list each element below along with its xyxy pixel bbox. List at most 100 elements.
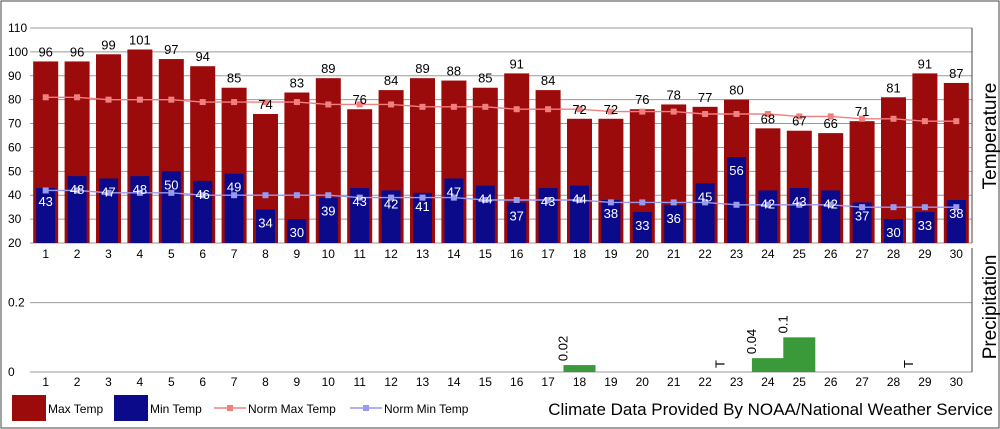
max-temp-label: 97 bbox=[164, 42, 178, 57]
min-temp-label: 34 bbox=[258, 216, 272, 231]
min-temp-label: 43 bbox=[352, 194, 366, 209]
norm-min-temp-point bbox=[827, 201, 834, 208]
temperature-y-tick-label: 30 bbox=[8, 212, 22, 226]
min-temp-label: 44 bbox=[478, 192, 492, 207]
precipitation-y-ticks: 00.2 bbox=[8, 296, 25, 379]
norm-min-temp-point bbox=[953, 204, 960, 211]
temperature-x-tick-label: 29 bbox=[918, 247, 932, 261]
norm-min-temp-point bbox=[859, 204, 866, 211]
min-temp-bar bbox=[821, 190, 841, 243]
norm-min-temp-point bbox=[199, 192, 206, 199]
legend-marker bbox=[363, 405, 369, 411]
legend-label: Norm Min Temp bbox=[384, 402, 469, 416]
legend-item: Norm Max Temp bbox=[214, 402, 336, 416]
temperature-x-ticks: 1 2 3 4 5 6 7 8 9 10 11 12 13 14 15 16 17 18 19 20 21 22 23 24 2… bbox=[42, 247, 963, 261]
max-temp-label: 89 bbox=[321, 61, 335, 76]
precipitation-x-tick-label: 22 bbox=[698, 375, 712, 389]
min-temp-label: 56 bbox=[729, 163, 743, 178]
precipitation-x-tick-label: 24 bbox=[761, 375, 775, 389]
min-temp-label: 49 bbox=[227, 180, 241, 195]
temperature-x-tick-label: 24 bbox=[761, 247, 775, 261]
norm-max-temp-point bbox=[231, 99, 238, 106]
norm-min-temp-point bbox=[513, 197, 520, 203]
norm-max-temp-point bbox=[136, 96, 143, 103]
norm-max-temp-point bbox=[702, 111, 709, 117]
precipitation-x-tick-label: 18 bbox=[573, 375, 587, 389]
precipitation-x-tick-label: 16 bbox=[510, 375, 524, 389]
temperature-y-tick-label: 90 bbox=[8, 69, 22, 83]
max-temp-label: 76 bbox=[352, 92, 366, 107]
norm-min-temp-point bbox=[388, 194, 395, 201]
temperature-y-tick-label: 50 bbox=[8, 164, 22, 178]
legend-item: Min Temp bbox=[114, 395, 202, 421]
min-temp-bar bbox=[758, 190, 778, 243]
temperature-x-tick-label: 19 bbox=[604, 247, 618, 261]
temperature-x-tick-label: 26 bbox=[824, 247, 838, 261]
temperature-y-ticks: 20 30 40 50 60 70 80 90 100 110 bbox=[8, 21, 28, 250]
norm-max-temp-point bbox=[199, 99, 206, 106]
precipitation-bars bbox=[563, 337, 816, 372]
temperature-x-tick-label: 20 bbox=[636, 247, 650, 261]
min-temp-bar bbox=[852, 202, 872, 243]
legend-label: Norm Max Temp bbox=[248, 402, 336, 416]
norm-min-temp-point bbox=[733, 201, 740, 208]
norm-min-temp-point bbox=[136, 189, 143, 196]
data-credit: Climate Data Provided By NOAA/National W… bbox=[548, 400, 993, 419]
legend-marker bbox=[227, 405, 233, 411]
min-temp-bar bbox=[695, 183, 715, 243]
temperature-x-tick-label: 2 bbox=[74, 247, 81, 261]
norm-max-temp-point bbox=[733, 111, 740, 117]
min-temp-label: 39 bbox=[321, 204, 335, 219]
temperature-x-tick-label: 3 bbox=[105, 247, 112, 261]
min-temp-bar bbox=[538, 188, 558, 243]
precipitation-x-tick-label: 25 bbox=[793, 375, 807, 389]
precipitation-bar bbox=[751, 358, 784, 372]
max-temp-label: 76 bbox=[635, 92, 649, 107]
temperature-data-labels: 96 96 99 101 97 94 85 74 83 89 76 84 89 88 85 91 84 72 72 7… bbox=[38, 33, 963, 241]
min-temp-label: 42 bbox=[823, 196, 837, 211]
temperature-y-tick-label: 110 bbox=[8, 21, 27, 35]
max-temp-label: 94 bbox=[195, 49, 209, 64]
min-temp-bar bbox=[632, 211, 652, 243]
precipitation-x-tick-label: 15 bbox=[479, 375, 493, 389]
norm-min-temp-point bbox=[576, 197, 583, 203]
norm-min-temp-point bbox=[105, 189, 112, 196]
temperature-x-tick-label: 7 bbox=[231, 247, 238, 261]
min-temp-label: 47 bbox=[447, 185, 461, 200]
max-temp-label: 96 bbox=[38, 44, 52, 59]
min-temp-label: 43 bbox=[792, 194, 806, 209]
max-temp-label: 81 bbox=[886, 80, 900, 95]
precipitation-x-tick-label: 6 bbox=[199, 375, 206, 389]
max-temp-label: 96 bbox=[70, 44, 84, 59]
precipitation-data-labels: 0.02 T 0.04 0.1 T bbox=[556, 315, 916, 368]
precipitation-x-tick-label: 4 bbox=[137, 375, 144, 389]
norm-max-temp-point bbox=[74, 94, 81, 101]
temperature-x-tick-label: 12 bbox=[384, 247, 398, 261]
legend: Max Temp Min Temp Norm Max Temp Norm Min Te… bbox=[12, 395, 469, 421]
min-temp-bar bbox=[727, 157, 746, 243]
temperature-x-tick-label: 18 bbox=[573, 247, 587, 261]
norm-max-temp-point bbox=[356, 101, 363, 108]
norm-min-temp-point bbox=[890, 204, 897, 211]
precipitation-x-tick-label: 14 bbox=[447, 375, 461, 389]
norm-max-temp-point bbox=[953, 118, 960, 125]
min-temp-bar bbox=[444, 178, 464, 243]
temperature-x-tick-label: 17 bbox=[541, 247, 555, 261]
max-temp-label: 78 bbox=[666, 87, 680, 102]
precipitation-x-tick-label: 23 bbox=[730, 375, 744, 389]
min-temp-bar bbox=[287, 219, 307, 243]
norm-min-temp-point bbox=[921, 204, 928, 211]
max-temp-label: 80 bbox=[729, 83, 743, 98]
norm-max-temp-point bbox=[859, 115, 866, 122]
min-temp-bar bbox=[507, 202, 527, 243]
min-temp-label: 36 bbox=[666, 211, 680, 226]
min-temp-label: 43 bbox=[38, 194, 52, 209]
temperature-x-tick-label: 30 bbox=[950, 247, 964, 261]
min-temp-bar bbox=[350, 188, 370, 243]
max-temp-label: 91 bbox=[509, 56, 523, 71]
temperature-y-tick-label: 100 bbox=[8, 45, 28, 59]
legend-label: Min Temp bbox=[150, 402, 202, 416]
temperature-x-tick-label: 21 bbox=[667, 247, 681, 261]
